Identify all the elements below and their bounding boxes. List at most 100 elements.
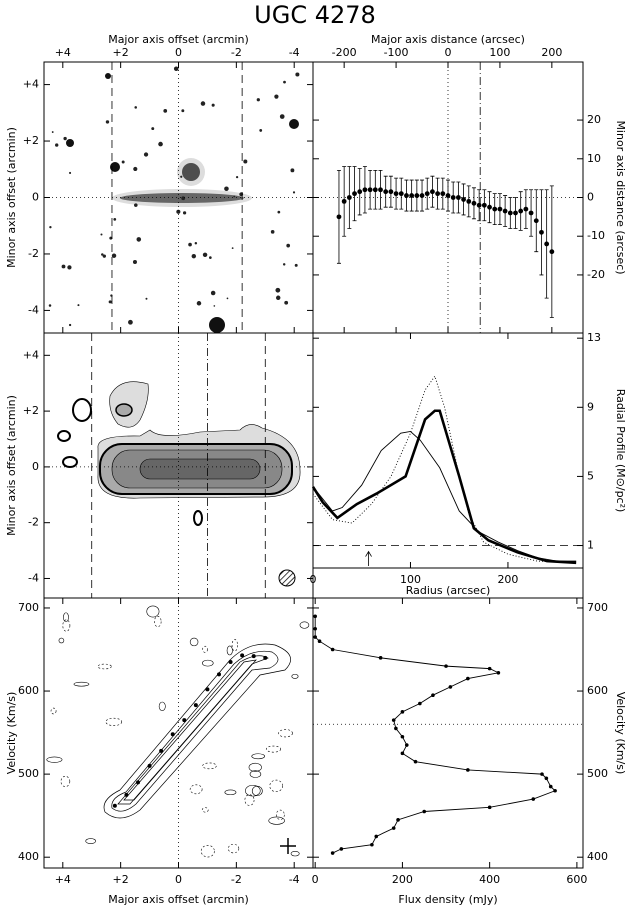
y-tick-label: +4 [23, 78, 39, 91]
star [77, 304, 80, 307]
data-point [398, 191, 404, 197]
data-point [413, 759, 418, 764]
noise-contour [265, 745, 282, 753]
star [202, 252, 208, 258]
data-point [370, 842, 374, 847]
x-axis-label: Major axis distance (arcsec) [371, 33, 525, 46]
data-point [374, 834, 379, 839]
noise-contour [189, 637, 199, 647]
data-point [330, 647, 335, 652]
noise-contour [201, 807, 209, 813]
data-point [404, 193, 409, 198]
noise-contour [60, 775, 71, 787]
data-point [362, 187, 368, 193]
star [145, 297, 148, 300]
x-tick-label: +2 [113, 873, 129, 886]
y-tick-label: 0 [587, 191, 594, 204]
y-tick-label: 500 [18, 767, 39, 780]
bright-star [182, 163, 200, 181]
star [132, 260, 137, 265]
optical-image [48, 66, 300, 333]
data-point [263, 655, 268, 660]
star [235, 175, 239, 179]
star [158, 141, 163, 147]
star [200, 101, 206, 106]
x-tick-label: -4 [289, 873, 300, 886]
star [290, 168, 295, 173]
star [182, 211, 187, 215]
contour [103, 643, 291, 819]
star [173, 66, 179, 72]
y-tick-label: 700 [18, 601, 39, 614]
star [110, 162, 120, 172]
y-tick-label: 0 [32, 191, 39, 204]
contour [123, 659, 257, 801]
data-point [548, 784, 553, 789]
star [226, 297, 229, 300]
star [210, 290, 216, 296]
star [143, 152, 149, 157]
y-tick-label: 500 [587, 767, 608, 780]
data-point [182, 718, 187, 723]
y-tick-label: -10 [587, 229, 605, 242]
data-point [404, 743, 409, 747]
noise-contour [154, 616, 162, 628]
star [275, 287, 281, 293]
data-point [205, 687, 210, 692]
star [163, 108, 168, 113]
data-point [251, 654, 256, 659]
star [211, 103, 215, 107]
data-point [461, 197, 466, 202]
data-point [450, 195, 456, 200]
star [224, 186, 229, 191]
data-point [400, 751, 405, 756]
data-point [444, 664, 448, 668]
star [276, 295, 281, 300]
data-point [391, 826, 396, 830]
data-point [414, 193, 420, 198]
data-point [533, 218, 539, 224]
y-tick-label: +2 [23, 404, 39, 417]
star-halo [177, 158, 205, 186]
data-point [466, 768, 470, 772]
star [289, 119, 299, 129]
star [274, 94, 279, 99]
beam [278, 569, 296, 587]
data-point [372, 187, 378, 193]
star [233, 195, 236, 198]
star [102, 254, 106, 258]
data-point [466, 198, 472, 204]
star [151, 127, 155, 131]
x-tick-label: -2 [231, 46, 242, 59]
data-point [330, 851, 335, 855]
data-point [424, 191, 430, 197]
data-point [394, 726, 398, 731]
noise-contour [269, 779, 283, 793]
data-point [112, 803, 117, 808]
data-point [497, 206, 503, 212]
data-point [496, 670, 501, 675]
noise-contour [202, 762, 217, 770]
y-tick-label: -4 [28, 571, 39, 584]
data-point [431, 693, 435, 697]
x-tick-label: -200 [332, 46, 357, 59]
panel-frame [312, 597, 584, 869]
noise-contour [290, 851, 300, 857]
x-tick-label: 200 [497, 573, 518, 586]
y-tick-label: -2 [28, 516, 39, 529]
data-point [502, 208, 508, 214]
star [191, 253, 197, 259]
noise-contour [226, 645, 233, 656]
contour-level [139, 458, 261, 480]
star [180, 175, 183, 178]
data-point [147, 763, 152, 768]
noise-contour [105, 717, 123, 726]
data-point [341, 198, 347, 204]
data-point [419, 193, 425, 198]
star [66, 139, 74, 147]
data-point [440, 191, 446, 197]
panel-frame [312, 332, 584, 569]
data-point [339, 847, 344, 851]
noise-contour [62, 619, 71, 632]
x-tick-label: 200 [541, 46, 562, 59]
